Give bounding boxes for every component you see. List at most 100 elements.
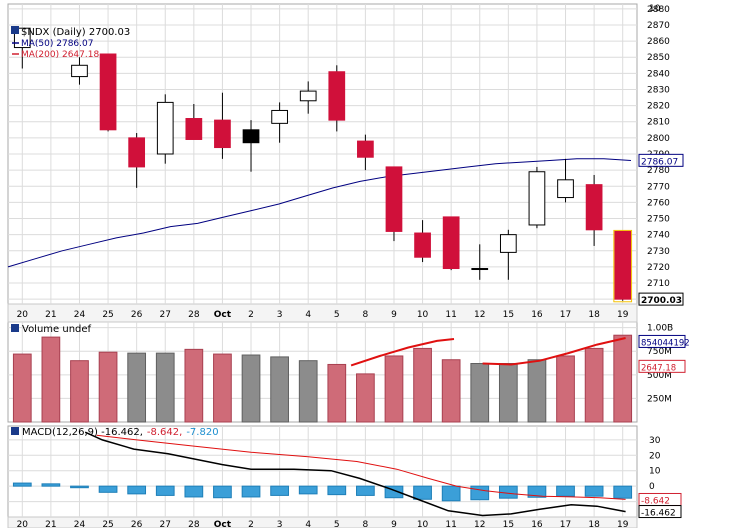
candle-body [242, 129, 260, 144]
macd-histogram-bar-16 [470, 485, 490, 501]
candle-8 [242, 120, 260, 172]
macd-signal-line [96, 434, 626, 500]
volume-bar-7 [213, 353, 232, 423]
x-tick-label-top: 17 [560, 310, 571, 320]
x-tick-label-top: 19 [617, 310, 629, 320]
x-tick-label-bottom: 9 [391, 520, 397, 528]
volume-last-value-label: 2647.18 [641, 363, 676, 373]
candle-body [471, 268, 489, 271]
candle-body [185, 118, 203, 140]
candle-body [328, 71, 346, 121]
volume-bar-13 [384, 355, 404, 423]
volume-bar-5 [155, 352, 175, 423]
price-last-value-label: 2786.07 [641, 157, 678, 167]
candle-13 [385, 166, 403, 242]
candle-body [499, 234, 517, 253]
macd-histogram-bar-6 [184, 485, 204, 498]
macd-histogram-bar-1 [41, 483, 61, 487]
volume-bar-9 [270, 356, 289, 423]
candle-15 [442, 216, 460, 271]
volume-y-tick-label: 1.00B [647, 324, 673, 334]
x-tick-label-bottom: 8 [363, 520, 369, 528]
macd-last-value-label: -16.462 [641, 509, 676, 519]
candle-body [585, 184, 603, 231]
candle-3 [99, 53, 117, 132]
volume-bar-1 [41, 336, 61, 423]
x-tick-label-top: 11 [445, 310, 456, 320]
candle-14 [414, 220, 431, 263]
candle-body [385, 166, 403, 232]
candle-9 [271, 102, 288, 143]
volume-bar-10 [298, 360, 318, 423]
x-tick-label-bottom: 19 [617, 520, 629, 528]
macd-histogram-bar-11 [327, 485, 347, 496]
x-tick-label-top: 16 [531, 310, 543, 320]
x-tick-label-top: 27 [160, 310, 171, 320]
candle-body [357, 140, 374, 158]
macd-y-tick-label: 0 [649, 482, 655, 492]
candle-12 [357, 134, 374, 171]
price-y-tick-label: 2710 [647, 279, 670, 289]
macd-histogram-bar-2 [70, 485, 89, 489]
price-y-tick-label: 2750 [647, 215, 670, 225]
candle-5 [156, 94, 174, 164]
price-y-tick-label: 2810 [647, 118, 670, 128]
macd-histogram-bar-7 [213, 485, 232, 499]
volume-bar-12 [356, 373, 375, 423]
macd-histogram-bar-8 [241, 485, 261, 498]
volume-bar-14 [413, 347, 432, 423]
x-tick-label-bottom: 27 [160, 520, 171, 528]
volume-last-value-box [638, 359, 686, 373]
macd-last-value-label: -8.642 [641, 496, 670, 506]
price-legend-label: MA(50) 2786.07 [21, 39, 93, 49]
candle-body [71, 64, 88, 78]
candle-body [99, 53, 117, 131]
x-tick-label-bottom: 25 [102, 520, 113, 528]
volume-bar-6 [184, 348, 204, 423]
volume-y-tick-label: 500M [647, 371, 672, 381]
x-tick-label-top: 28 [188, 310, 200, 320]
volume-bar-21 [613, 334, 633, 423]
candle-body [557, 179, 574, 199]
price-y-tick-label: 2770 [647, 182, 670, 192]
volume-legend-icon [11, 324, 19, 332]
macd-legend-icon [11, 427, 19, 435]
x-tick-label-bottom: 24 [74, 520, 86, 528]
macd-histogram-bar-12 [356, 485, 375, 496]
volume-bar-16 [470, 363, 490, 423]
x-tick-label-top: 2 [248, 310, 254, 320]
volume-bar-18 [527, 359, 547, 423]
macd-y-tick-label: 20 [649, 451, 661, 461]
macd-line [84, 431, 626, 517]
volume-bar-20 [584, 347, 604, 423]
ma50-line [7, 158, 632, 268]
macd-histogram-bar-21 [613, 485, 633, 499]
macd-histogram-bar-20 [584, 485, 604, 497]
price-y-tick-label: 2830 [647, 85, 670, 95]
volume-bar-8 [241, 354, 261, 423]
price-y-tick-label: 2870 [647, 21, 670, 31]
x-tick-label-bottom: 20 [17, 520, 29, 528]
candle-body [214, 119, 231, 149]
volume-y-tick-label: 750M [647, 347, 672, 357]
last-candle-highlight [613, 229, 633, 303]
x-tick-label-top: Oct [214, 310, 232, 320]
macd-title-part-1: -8.642, [147, 427, 182, 438]
volume-bar-4 [127, 352, 147, 423]
x-tick-label-bottom: 11 [445, 520, 456, 528]
candle-21 [614, 230, 632, 301]
x-tick-label-bottom: 28 [188, 520, 200, 528]
x-tick-label-bottom: 18 [588, 520, 600, 528]
macd-histogram-bar-5 [155, 485, 175, 496]
candle-4 [128, 133, 146, 188]
x-tick-label-bottom: 3 [277, 520, 283, 528]
price-y-tick-label: 2720 [647, 263, 670, 273]
candle-16 [471, 244, 489, 280]
candle-18 [528, 166, 546, 229]
x-tick-label-top: 25 [102, 310, 113, 320]
candle-17 [499, 229, 517, 280]
macd-histogram-bar-13 [384, 485, 404, 499]
volume-bar-17 [498, 363, 518, 423]
candle-19 [557, 158, 574, 203]
volume-bar-0 [12, 353, 32, 423]
